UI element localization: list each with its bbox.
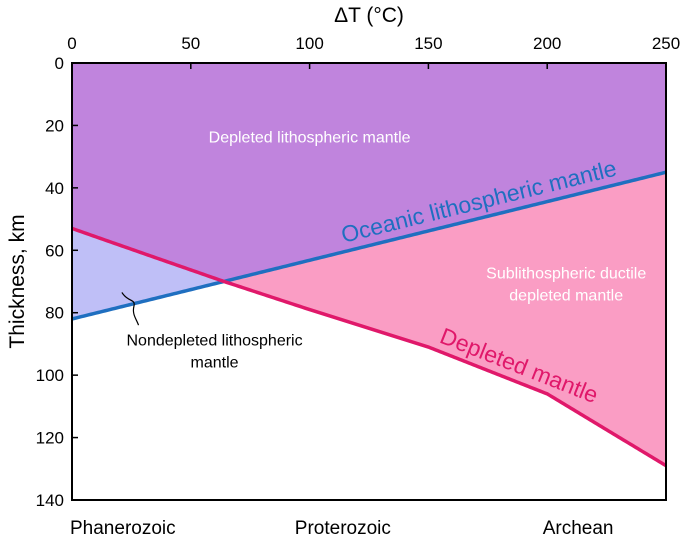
y-tick-label: 40 [45,179,64,198]
x-axis: 0 50 100 150 200 250 [67,34,680,69]
nondepleted-lithospheric-mantle-label: Nondepleted lithospheric mantle [126,332,302,371]
y-tick-label: 140 [36,491,64,510]
y-tick-label: 20 [45,116,64,135]
y-tick-label: 0 [55,54,64,73]
region-sublithospheric-ductile-depleted-mantle [223,172,666,466]
x-tick-label: 200 [533,34,561,53]
eon-label-archean: Archean [543,518,614,537]
x-tick-label: 150 [414,34,442,53]
x-tick-label: 50 [181,34,200,53]
eon-label-phanerozoic: Phanerozoic [70,518,176,537]
x-tick-label: 250 [652,34,680,53]
x-tick-label: 0 [67,34,76,53]
y-tick-label: 60 [45,241,64,260]
region-nondepleted-lithospheric-mantle [72,228,224,319]
depleted-mantle-line [71,226,667,468]
lines-layer [71,170,667,468]
region-depleted-lithospheric-mantle [72,63,666,282]
nondepleted-leader-line [121,292,140,326]
x-tick-label: 100 [295,34,323,53]
y-tick-label: 120 [36,429,64,448]
oceanic-lithospheric-mantle-line [71,170,667,321]
y-tick-label: 100 [36,366,64,385]
y-tick-label: 80 [45,304,64,323]
y-axis-title: Thickness, km [6,214,29,348]
regions-layer [72,63,666,466]
y-axis: 0 20 40 60 80 100 120 140 [36,54,78,510]
depleted-lithospheric-mantle-label: Depleted lithospheric mantle [209,130,411,147]
sublithospheric-ductile-depleted-mantle-label: Sublithospheric ductile depleted mantle [486,265,646,304]
x-axis-title: ΔT (°C) [334,4,404,27]
plot-frame [71,62,667,501]
eon-label-proterozoic: Proterozoic [295,518,391,537]
